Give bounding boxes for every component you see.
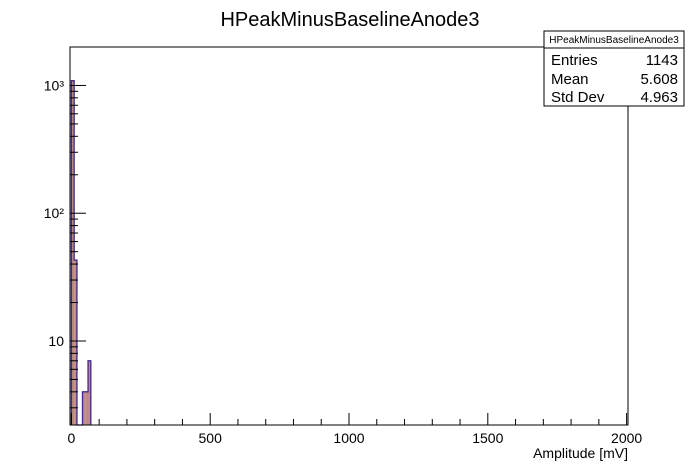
- y-tick-label: 10: [48, 333, 64, 349]
- x-tick-label: 1500: [472, 430, 503, 446]
- histogram-bars: [70, 80, 92, 426]
- x-tick-label: 2000: [611, 430, 642, 446]
- x-axis-title: Amplitude [mV]: [533, 445, 628, 461]
- histogram-bar-6: [88, 360, 91, 425]
- stats-entries-value: 1143: [646, 52, 678, 69]
- histogram-bar-0: [71, 80, 75, 426]
- stats-box: HPeakMinusBaselineAnode3 Entries 1143 Me…: [543, 30, 685, 107]
- stats-title: HPeakMinusBaselineAnode3: [549, 35, 679, 46]
- histogram-bar-1: [74, 260, 77, 425]
- y-tick-label: 10³: [44, 77, 65, 93]
- x-axis: 0 500 1000 1500 2000: [67, 413, 642, 446]
- y-tick-label: 10²: [44, 205, 65, 221]
- plot-frame: [69, 46, 629, 426]
- stats-stddev-value: 4.963: [640, 89, 678, 106]
- stats-mean-label: Mean: [551, 71, 589, 88]
- x-tick-label: 1000: [333, 430, 364, 446]
- histogram-bar-5: [85, 391, 89, 425]
- y-axis: 10 10² 10³: [44, 46, 86, 409]
- chart-title: HPeakMinusBaselineAnode3: [220, 9, 479, 31]
- histogram-bar-4: [82, 391, 86, 425]
- x-tick-label: 500: [199, 430, 223, 446]
- stats-entries-label: Entries: [551, 52, 598, 69]
- x-tick-label: 0: [67, 430, 75, 446]
- stats-mean-value: 5.608: [640, 71, 678, 88]
- stats-stddev-label: Std Dev: [551, 89, 605, 106]
